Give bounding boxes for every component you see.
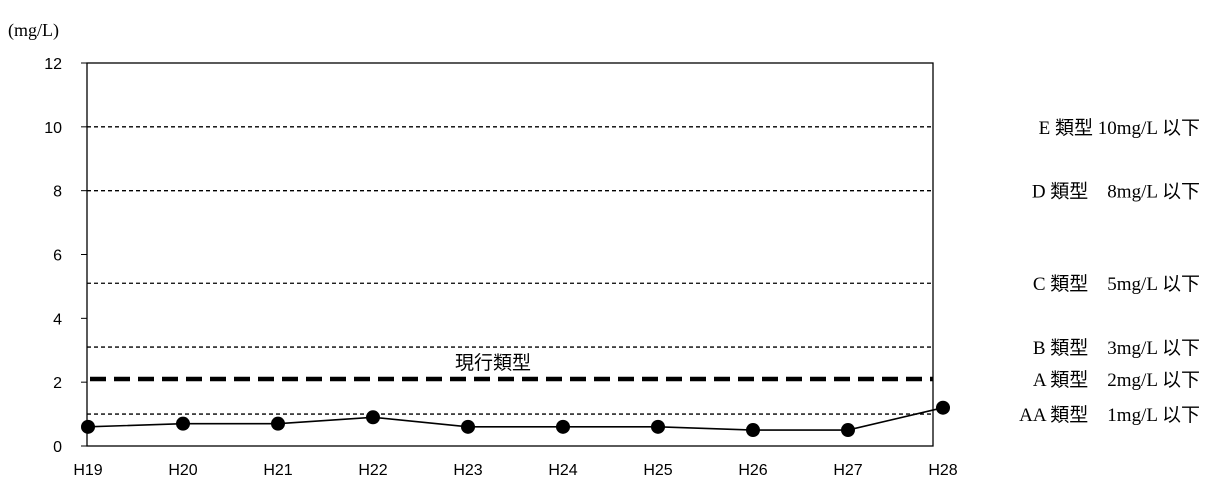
y-tick-label: 10 (44, 120, 62, 137)
plot-frame (86, 62, 934, 447)
x-tick-label: H27 (833, 462, 862, 479)
y-tick-label: 2 (53, 375, 62, 392)
reference-line-label: E 類型 10mg/L 以下 (1039, 117, 1200, 139)
data-series (81, 400, 950, 438)
reference-line-label: C 類型 5mg/L 以下 (1033, 273, 1200, 295)
reference-lines: E 類型 10mg/L 以下 D 類型 8mg/L 以下 C 類型 5mg/L 以下… (87, 117, 1200, 426)
data-point (461, 419, 475, 434)
x-tick-label: H25 (643, 462, 672, 479)
series-line (87, 406, 944, 431)
data-point (366, 410, 380, 425)
y-tick-label: 4 (53, 311, 62, 328)
data-point (81, 419, 95, 434)
x-tick-label: H19 (73, 462, 102, 479)
reference-line-label: AA 類型 1mg/L 以下 (1019, 404, 1200, 426)
x-tick-label: H28 (928, 462, 957, 479)
x-tick-label: H22 (358, 462, 387, 479)
data-point (651, 419, 665, 434)
data-point (936, 400, 950, 415)
reference-line-label: B 類型 3mg/L 以下 (1033, 337, 1200, 359)
data-point (556, 419, 570, 434)
axes: 0 2 4 6 8 10 12 H19 H20 H21 H22 H23 H24 H25 H26 H27 H28 (44, 56, 958, 479)
x-tick-label: H24 (548, 462, 577, 479)
reference-line-label: D 類型 8mg/L 以下 (1032, 181, 1200, 203)
data-point (746, 423, 760, 438)
x-tick-label: H26 (738, 462, 767, 479)
y-tick-label: 0 (53, 439, 62, 456)
x-tick-label: H21 (263, 462, 292, 479)
x-tick-label: H23 (453, 462, 482, 479)
data-point (841, 423, 855, 438)
y-tick-label: 6 (53, 248, 62, 265)
y-tick-label: 8 (53, 184, 62, 201)
data-point (271, 416, 285, 431)
x-tick-label: H20 (168, 462, 197, 479)
reference-line-label: A 類型 2mg/L 以下 (1033, 369, 1200, 391)
y-tick-label: 12 (44, 56, 62, 73)
y-unit-label: (mg/L) (8, 20, 59, 41)
data-point (176, 416, 190, 431)
current-class-label: 現行類型 (455, 352, 531, 374)
